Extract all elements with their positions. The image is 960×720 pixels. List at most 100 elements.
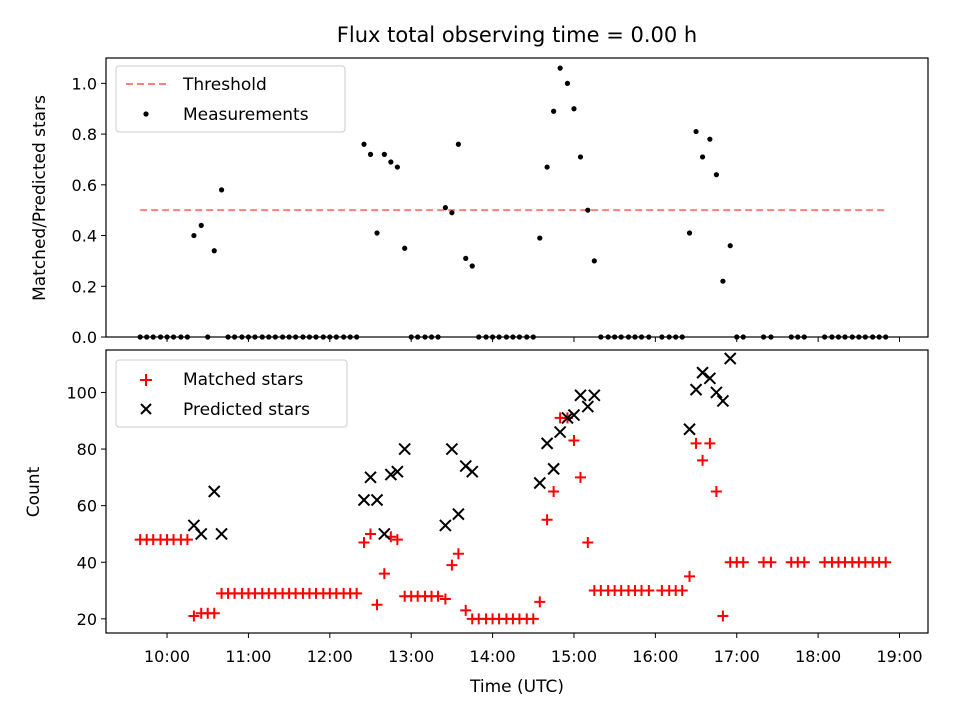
measurement-point	[374, 230, 380, 236]
matched-star-point	[643, 585, 655, 597]
measurement-point	[788, 334, 794, 340]
measurement-point	[455, 141, 462, 147]
top-legend-box	[115, 65, 346, 133]
matched-star-point	[548, 486, 560, 497]
measurement-point	[524, 334, 530, 340]
predicted-star-point	[445, 442, 459, 456]
measurement-point	[571, 106, 577, 112]
predicted-star-point	[364, 471, 377, 484]
matched-star-point	[188, 610, 200, 622]
chart-title: Flux total observing time = 0.00 h	[337, 23, 697, 47]
measurement-point	[883, 334, 889, 340]
measurement-point	[727, 243, 733, 249]
predicted-star-point	[208, 485, 221, 498]
matched-star-point	[880, 556, 892, 568]
predicted-star-point	[703, 372, 717, 385]
measurement-point	[862, 334, 868, 340]
measurement-point	[693, 128, 699, 135]
measurement-point	[646, 334, 652, 340]
measurement-point	[211, 248, 217, 254]
measurement-point	[184, 334, 190, 340]
measurement-point	[801, 334, 807, 340]
measurement-point	[252, 334, 258, 340]
predicted-star-point	[567, 408, 581, 422]
measurement-point	[510, 334, 516, 340]
measurement-point	[605, 334, 611, 340]
measurement-point	[707, 136, 713, 142]
bottom-chart-marks: 20 40 60 80 100 10:00 11:00 12:00 13:00 14:00 15:0…	[66, 352, 923, 666]
measurement-point	[666, 334, 672, 340]
x-tick-label: 18:00	[795, 647, 841, 666]
top-y-tick-label: 0.4	[72, 227, 97, 246]
legend-measurements-label: Measurements	[183, 105, 309, 125]
measurement-point	[856, 334, 862, 340]
matched-star-point	[358, 536, 370, 548]
measurement-point	[577, 154, 584, 160]
measurement-point	[469, 263, 475, 269]
matched-star-point	[684, 570, 696, 582]
measurement-point	[191, 232, 197, 239]
matched-star-point	[765, 556, 777, 568]
x-tick-label: 16:00	[632, 647, 678, 666]
legend-threshold-label: Threshold	[182, 75, 267, 95]
measurement-point	[367, 151, 374, 157]
predicted-star-point	[561, 411, 574, 425]
measurement-point	[679, 334, 685, 340]
matched-star-point	[737, 556, 749, 568]
measurement-point	[530, 334, 536, 340]
matched-star-point	[371, 599, 383, 611]
measurement-point	[422, 334, 428, 340]
measurement-point	[259, 334, 265, 340]
predicted-star-point	[384, 468, 398, 481]
measurement-point	[842, 334, 848, 340]
measurement-point	[870, 334, 876, 340]
measurement-point	[496, 334, 502, 340]
matched-star-point	[697, 454, 709, 466]
matched-star-point	[527, 613, 539, 625]
measurement-point	[239, 334, 245, 340]
predicted-star-point	[452, 507, 465, 521]
measurement-point	[740, 334, 746, 340]
x-tick-label: 17:00	[714, 647, 760, 666]
matched-star-point	[568, 435, 580, 447]
measurement-point	[591, 258, 597, 264]
measurement-point	[598, 334, 604, 340]
bottom-y-tick-label: 80	[77, 440, 97, 459]
predicted-star-point	[215, 527, 228, 541]
predicted-star-point	[378, 527, 391, 541]
measurement-point	[157, 334, 164, 340]
measurement-point	[205, 334, 211, 340]
x-tick-label: 10:00	[144, 647, 190, 666]
x-tick-label: 12:00	[307, 647, 353, 666]
top-y-tick-label: 0.2	[72, 277, 97, 296]
measurement-point	[272, 334, 278, 340]
predicted-star-point	[466, 465, 479, 478]
matched-star-point	[391, 534, 403, 546]
measurement-point	[768, 334, 774, 340]
measurement-point	[557, 65, 563, 71]
matched-star-point	[574, 471, 586, 483]
bottom-y-tick-label: 60	[77, 497, 97, 516]
predicted-star-point	[716, 394, 730, 408]
measurement-point	[463, 255, 469, 261]
measurement-point	[638, 334, 645, 340]
measurement-point	[829, 334, 835, 340]
matched-star-point	[446, 559, 458, 571]
matched-star-point	[582, 536, 594, 548]
legend-measurements-swatch	[143, 111, 149, 117]
legend-predicted-swatch	[140, 403, 152, 415]
matched-star-point	[704, 437, 716, 449]
top-y-tick-label: 1.0	[72, 74, 97, 93]
measurement-point	[415, 334, 421, 340]
measurement-point	[394, 164, 400, 170]
measurement-point	[720, 278, 726, 284]
bottom-y-axis-label: Count	[24, 466, 44, 517]
measurement-point	[300, 334, 306, 340]
predicted-star-point	[710, 386, 723, 399]
measurement-point	[849, 334, 855, 340]
predicted-star-point	[391, 465, 404, 478]
measurement-point	[544, 164, 550, 170]
measurement-point	[632, 334, 638, 340]
